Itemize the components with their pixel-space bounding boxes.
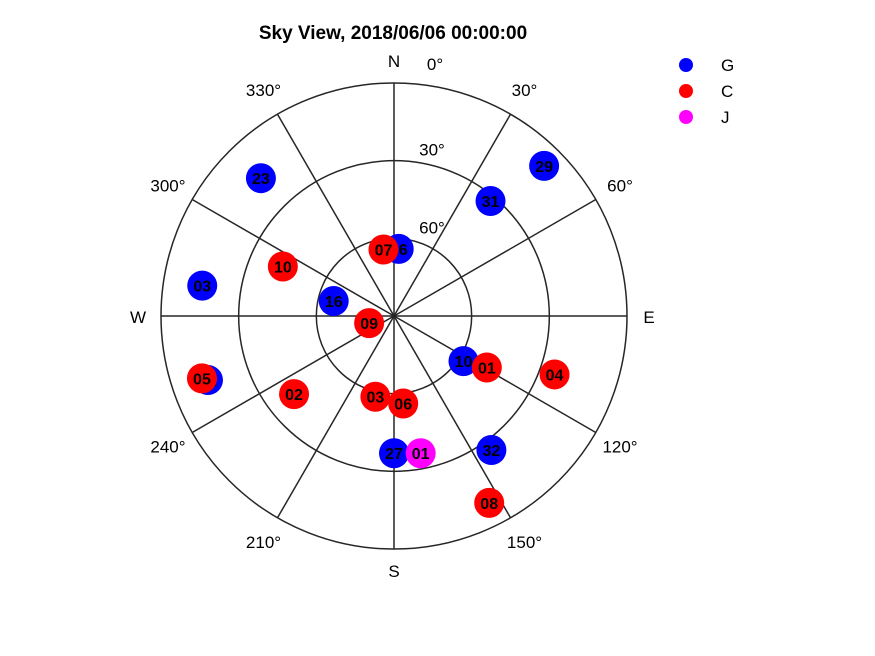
- satellite-label: 03: [366, 390, 384, 407]
- satellite-label: 01: [412, 446, 430, 463]
- chart-title: Sky View, 2018/06/06 00:00:00: [259, 23, 527, 44]
- cardinal-label-s: S: [388, 562, 399, 581]
- cardinal-label-e: E: [643, 308, 654, 327]
- satellite-marker: [368, 234, 399, 265]
- azimuth-tick-label: 60°: [607, 177, 633, 196]
- azimuth-tick-label: 300°: [150, 177, 185, 196]
- cardinal-label-w: W: [130, 308, 146, 327]
- elevation-ring-labels: 30° 60°: [419, 141, 445, 238]
- azimuth-spoke: [276, 315, 395, 519]
- satellite-G10: 10: [448, 346, 479, 377]
- legend-label: G: [721, 56, 734, 75]
- elevation-ring-label: 60°: [419, 218, 445, 237]
- legend-marker: [679, 110, 693, 124]
- satellite-label: 16: [325, 294, 343, 311]
- satellite-C08: 08: [474, 487, 505, 518]
- satellite-label: 03: [193, 279, 211, 296]
- satellite-marker: [186, 363, 217, 394]
- satellite-marker: [267, 251, 298, 282]
- satellite-J01: 01: [405, 438, 436, 469]
- satellite-marker: [360, 381, 391, 412]
- satellite-label: 10: [455, 354, 473, 371]
- satellite-marker: [318, 285, 349, 316]
- satellite-marker: [476, 435, 507, 466]
- satellite-marker: [539, 359, 570, 390]
- azimuth-spoke: [393, 315, 512, 519]
- legend-marker: [679, 84, 693, 98]
- satellite-C02: 02: [279, 379, 310, 410]
- satellite-marker: [354, 308, 385, 339]
- satellite-C10: 10: [267, 251, 298, 282]
- satellite-G16: 16: [318, 285, 349, 316]
- satellite-marker: [379, 438, 409, 469]
- satellite-G27: 27: [379, 438, 409, 469]
- azimuth-spoke: [393, 198, 597, 317]
- satellite-label: 10: [274, 260, 292, 277]
- satellite-label: 02: [285, 387, 303, 404]
- satellite-G03: 03: [187, 270, 218, 301]
- polar-grid: [160, 82, 628, 550]
- satellite-C09: 09: [354, 308, 385, 339]
- azimuth-tick-label: 30°: [512, 81, 538, 100]
- satellite-label: 06: [394, 397, 412, 414]
- satellite-label: 29: [535, 159, 553, 176]
- satellite-G31: 31: [475, 185, 506, 216]
- satellite-C03: 03: [360, 381, 391, 412]
- satellite-label: 05: [193, 371, 211, 388]
- satellite-label: 27: [385, 446, 403, 463]
- satellite-C01: 01: [471, 352, 502, 383]
- satellite-label: 32: [482, 443, 500, 460]
- azimuth-spoke: [276, 113, 395, 317]
- azimuth-tick-label: 210°: [246, 533, 281, 552]
- satellite-marker: [471, 352, 502, 383]
- satellite-label: 07: [375, 243, 393, 260]
- satellite-C07: 07: [368, 234, 399, 265]
- azimuth-tick-label: 330°: [246, 81, 281, 100]
- satellite-marker: [448, 346, 479, 377]
- satellite-label: 01: [478, 360, 496, 377]
- satellite-C04: 04: [539, 359, 570, 390]
- satellite-marker: [245, 163, 276, 194]
- azimuth-tick-label: 150°: [507, 533, 542, 552]
- satellite-markers: 2329310316260210322707100905020306010408…: [186, 150, 570, 518]
- satellite-marker: [405, 438, 436, 469]
- satellite-C06: 06: [388, 388, 419, 419]
- legend-marker: [679, 58, 693, 72]
- azimuth-spoke: [393, 113, 512, 317]
- satellite-marker: [474, 487, 505, 518]
- satellite-marker: [475, 185, 506, 216]
- legend-label: J: [721, 108, 730, 127]
- satellite-label: 08: [480, 496, 498, 513]
- satellite-G32: 32: [476, 435, 507, 466]
- legend: GCJ: [679, 56, 734, 127]
- satellite-C05: 05: [186, 363, 217, 394]
- legend-label: C: [721, 82, 733, 101]
- azimuth-tick-label: 0°: [427, 55, 443, 74]
- elevation-ring-label: 30°: [419, 141, 445, 160]
- satellite-label: 23: [252, 171, 270, 188]
- satellite-label: 04: [546, 367, 564, 384]
- satellite-marker: [279, 379, 310, 410]
- azimuth-spoke: [191, 315, 395, 434]
- satellite-marker: [187, 270, 218, 301]
- cardinal-label-n: N: [388, 52, 400, 71]
- satellite-G29: 29: [529, 150, 560, 181]
- satellite-label: 31: [482, 194, 500, 211]
- satellite-marker: [529, 150, 560, 181]
- satellite-marker: [388, 388, 419, 419]
- azimuth-tick-label: 120°: [602, 438, 637, 457]
- satellite-G23: 23: [245, 163, 276, 194]
- azimuth-tick-label: 240°: [150, 438, 185, 457]
- azimuth-tick-labels: 0° 30° 60° 120° 150° 210° 240° 300° 330° N E S W: [130, 52, 655, 581]
- satellite-label: 09: [360, 316, 378, 333]
